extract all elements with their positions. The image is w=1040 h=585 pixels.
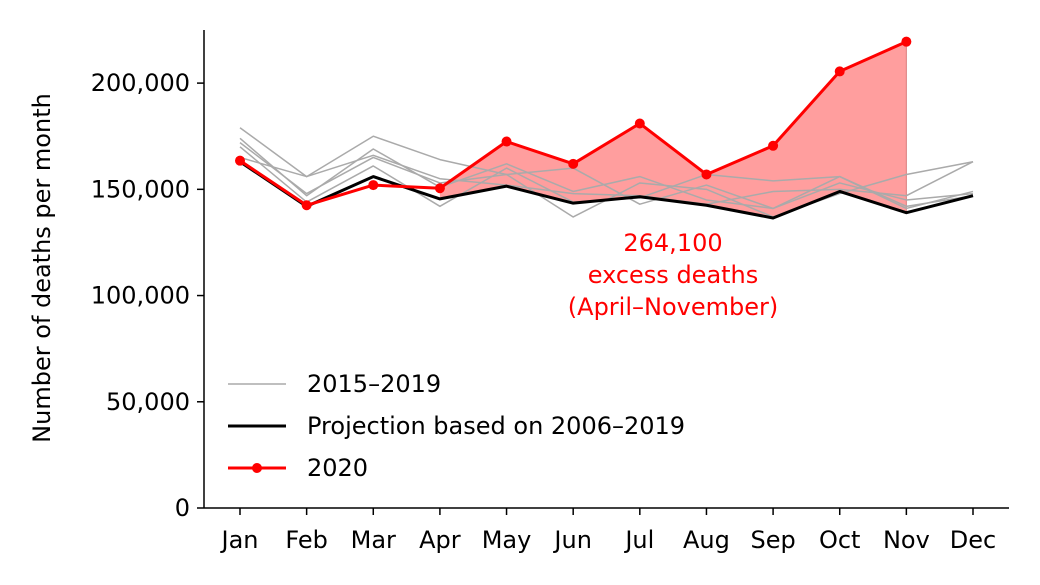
point-2020-apr [434, 183, 445, 194]
history-line-3 [239, 141, 974, 210]
x-tick-label-feb: Feb [285, 526, 328, 554]
x-tick-label-apr: Apr [419, 526, 461, 554]
point-2020-jan [235, 155, 245, 166]
x-tick-label-mar: Mar [351, 526, 396, 554]
annotation-line-2: excess deaths [588, 261, 759, 289]
excess-area [439, 41, 907, 219]
x-axis: Jan Feb Mar Apr May Jun Jul Aug Sep Oct Nov Dec [204, 507, 1009, 554]
point-2020-nov [901, 36, 912, 47]
x-tick-label-jul: Jul [623, 526, 654, 554]
legend-label-1: 2015–2019 [307, 370, 441, 398]
y-tick-label: 100,000 [91, 282, 190, 310]
x-tick-label-jun: Jun [552, 526, 592, 554]
point-2020-jul [634, 118, 645, 129]
annotation-line-3: (April–November) [568, 293, 778, 321]
y-tick-label: 50,000 [106, 388, 190, 416]
x-tick-label-oct: Oct [819, 526, 861, 554]
y-tick-label: 200,000 [91, 69, 190, 97]
y-tick-label: 0 [175, 494, 190, 522]
legend-marker-2020 [252, 463, 262, 473]
projection-line [239, 160, 974, 220]
point-2020-feb [301, 200, 312, 211]
legend: 2015–2019 Projection based on 2006–2019 20… [228, 370, 685, 482]
point-2020-may [501, 136, 512, 147]
y-axis-label: Number of deaths per month [28, 93, 56, 443]
plot-area [235, 36, 974, 220]
point-2020-mar [368, 180, 379, 191]
legend-label-3: 2020 [307, 454, 368, 482]
x-tick-label-jan: Jan [220, 526, 259, 554]
point-2020-aug [701, 169, 712, 180]
point-2020-sep [768, 140, 779, 151]
point-2020-jun [568, 158, 579, 169]
y-tick-label: 150,000 [91, 175, 190, 203]
legend-label-2: Projection based on 2006–2019 [307, 412, 685, 440]
x-tick-label-dec: Dec [950, 526, 996, 554]
y-axis: 0 50,000 100,000 150,000 200,000 [91, 30, 205, 522]
x-tick-label-nov: Nov [883, 526, 930, 554]
x-tick-label-aug: Aug [683, 526, 730, 554]
x-tick-label-may: May [482, 526, 532, 554]
annotation-line-1: 264,100 [623, 229, 722, 257]
excess-deaths-annotation: 264,100 excess deaths (April–November) [568, 229, 778, 321]
point-2020-oct [834, 66, 845, 77]
x-tick-label-sep: Sep [750, 526, 795, 554]
history-line-5 [239, 154, 974, 205]
